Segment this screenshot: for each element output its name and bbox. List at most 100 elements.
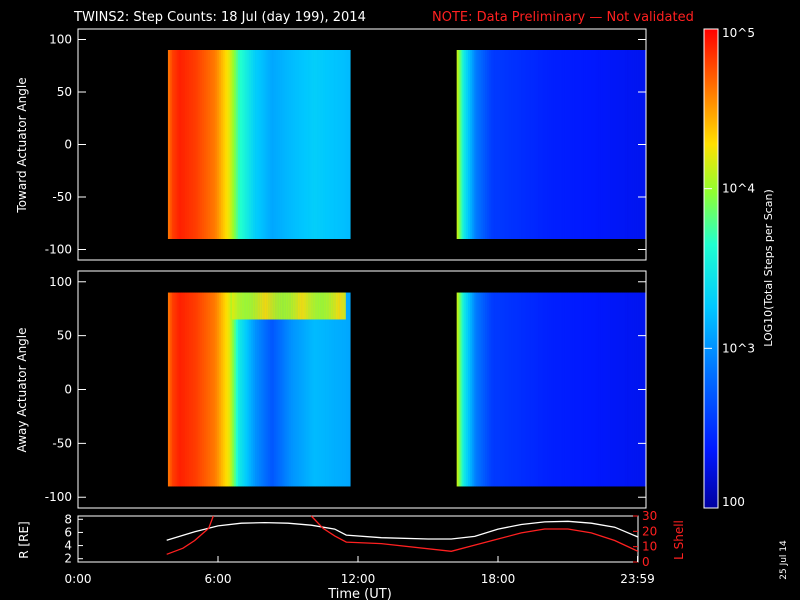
- heatmap-cell: [179, 50, 182, 239]
- heatmap-cell: [306, 50, 309, 239]
- heatmap-cell: [621, 292, 624, 487]
- heatmap-cell: [203, 292, 207, 487]
- heatmap-cells-away: [167, 292, 647, 487]
- heatmap-cell: [617, 292, 620, 487]
- heatmap-cell: [564, 292, 567, 487]
- heatmap-cell: [613, 292, 617, 487]
- heatmap-cell: [504, 292, 507, 487]
- heatmap-cell-highband: [264, 292, 268, 320]
- heatmap-cell-highband: [257, 292, 261, 320]
- heatmap-cell: [311, 50, 315, 239]
- heatmap-cell: [530, 292, 533, 487]
- heatmap-cell: [460, 292, 463, 487]
- heatmap-cell-highband: [324, 292, 327, 320]
- heatmap-cell: [283, 292, 286, 487]
- heatmap-cell: [628, 50, 632, 239]
- heatmap-cell: [247, 292, 250, 487]
- heatmap-cell: [222, 50, 226, 239]
- heatmap-cell: [524, 292, 528, 487]
- heatmap-cell: [249, 50, 252, 239]
- heatmap-cell: [634, 50, 637, 239]
- y-tick-label: 0: [64, 383, 72, 397]
- heatmap-cell: [613, 50, 617, 239]
- heatmap-cell: [289, 50, 292, 239]
- heatmap-cell: [632, 292, 636, 487]
- heatmap-cell: [175, 292, 178, 487]
- colorbar-tick-label: 100: [722, 495, 745, 509]
- heatmap-cell: [202, 50, 205, 239]
- heatmap-cell: [604, 292, 607, 487]
- heatmap-cell: [211, 50, 214, 239]
- heatmap-cell: [526, 292, 530, 487]
- heatmap-cell-highband: [298, 292, 301, 320]
- heatmap-cell: [256, 292, 260, 487]
- x-tick-label: 0:00: [65, 572, 92, 586]
- heatmap-cell: [207, 292, 210, 487]
- heatmap-cell: [253, 50, 256, 239]
- heatmap-cell: [496, 50, 499, 239]
- heatmap-cell: [575, 292, 579, 487]
- heatmap-cell: [557, 50, 560, 239]
- heatmap-cell-highband: [231, 292, 235, 320]
- heatmap-cell: [596, 50, 600, 239]
- heatmap-cell: [577, 292, 581, 487]
- heatmap-cell: [494, 50, 497, 239]
- heatmap-cell-highband: [343, 292, 346, 320]
- heatmap-cell: [562, 292, 565, 487]
- y-tick-label: -50: [52, 190, 72, 204]
- heatmap-cell: [572, 50, 575, 239]
- heatmap-cell: [511, 50, 514, 239]
- heatmap-cell: [475, 292, 478, 487]
- heatmap-cell: [273, 292, 277, 487]
- heatmap-cell: [534, 50, 537, 239]
- heatmap-cell: [627, 50, 630, 239]
- heatmap-cell: [575, 50, 579, 239]
- colorbar: 10^5 10^4 10^3 100 LOG10(Total Steps per Sc…: [703, 26, 775, 509]
- heatmap-cell: [313, 292, 317, 487]
- heatmap-cell: [308, 292, 311, 487]
- heatmap-cell: [515, 292, 518, 487]
- heatmap-cell: [285, 292, 288, 487]
- heatmap-cell: [574, 292, 577, 487]
- preliminary-note: NOTE: Data Preliminary — Not validated: [432, 10, 694, 25]
- heatmap-cell-highband: [307, 292, 311, 320]
- heatmap-cell-highband: [314, 292, 318, 320]
- heatmap-cell: [232, 50, 235, 239]
- colorbar-tick-label: 10^5: [722, 26, 755, 40]
- heatmap-cell: [492, 50, 495, 239]
- colorbar-gradient: [704, 29, 718, 508]
- heatmap-cell-highband: [274, 292, 278, 320]
- heatmap-cell: [313, 50, 317, 239]
- heatmap-cell: [485, 50, 488, 239]
- heatmap-cell: [169, 50, 173, 239]
- heatmap-cell: [528, 292, 531, 487]
- heatmap-cell: [171, 50, 175, 239]
- heatmap-cell: [338, 50, 341, 239]
- heatmap-cell: [323, 292, 326, 487]
- heatmap-cell: [611, 50, 615, 239]
- heatmap-cell: [253, 292, 256, 487]
- heatmap-cell: [536, 292, 539, 487]
- heatmap-cell: [311, 292, 315, 487]
- heatmap-cell: [475, 50, 478, 239]
- heatmap-cell: [270, 292, 273, 487]
- heatmap-cell: [509, 50, 512, 239]
- heatmap-cell: [251, 292, 254, 487]
- heatmap-cell: [483, 292, 486, 487]
- colorbar-label: LOG10(Total Steps per Scan): [762, 189, 775, 346]
- heatmap-cell: [268, 292, 271, 487]
- heatmap-cell: [264, 292, 267, 487]
- heatmap-cell: [183, 292, 186, 487]
- heatmap-cell-highband: [255, 292, 259, 320]
- heatmap-cell: [326, 292, 330, 487]
- heatmap-cell: [277, 50, 281, 239]
- heatmap-cell: [209, 50, 212, 239]
- heatmap-cell: [538, 292, 541, 487]
- heatmap-cell: [594, 50, 598, 239]
- colorbar-tick-label: 10^4: [722, 182, 755, 196]
- heatmap-cell: [485, 292, 488, 487]
- heatmap-cell: [469, 292, 473, 487]
- heatmap-cell: [262, 292, 265, 487]
- heatmap-cell: [592, 50, 596, 239]
- heatmap-cell: [347, 292, 351, 487]
